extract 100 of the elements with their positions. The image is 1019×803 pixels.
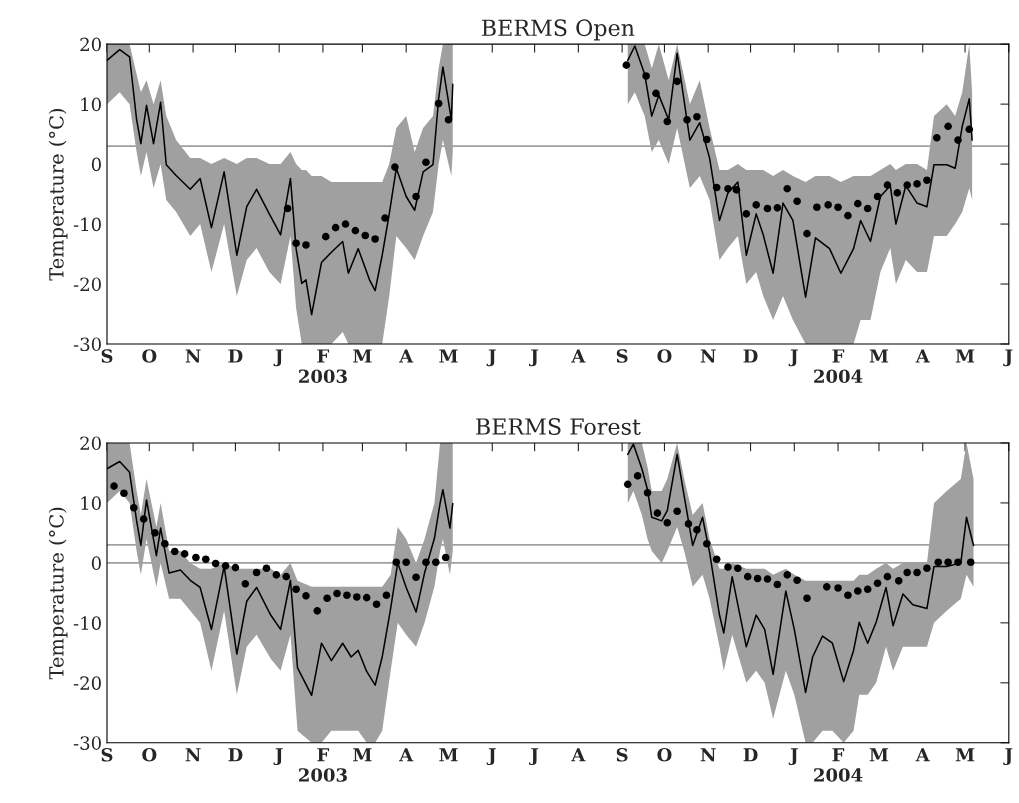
point bbox=[763, 575, 772, 583]
point bbox=[724, 563, 732, 571]
point bbox=[883, 572, 892, 581]
point bbox=[793, 197, 801, 206]
x-tick-label: J bbox=[529, 349, 539, 367]
point bbox=[372, 600, 381, 609]
point bbox=[683, 115, 691, 124]
y-tick-label: -20 bbox=[73, 676, 101, 690]
y-tick-label: -30 bbox=[73, 337, 101, 352]
x-tick-label: M bbox=[869, 748, 889, 762]
point bbox=[803, 229, 811, 238]
point bbox=[673, 507, 681, 516]
x-tick-label: F 2004 bbox=[814, 349, 863, 384]
point bbox=[313, 607, 322, 615]
point bbox=[283, 204, 292, 213]
point bbox=[783, 184, 792, 193]
point bbox=[302, 592, 310, 600]
point bbox=[151, 529, 159, 537]
x-tick-label: O bbox=[142, 349, 157, 363]
x-tick-label: D bbox=[228, 349, 243, 363]
point bbox=[361, 231, 370, 240]
point bbox=[913, 568, 921, 577]
point bbox=[693, 112, 701, 121]
point bbox=[422, 558, 430, 567]
x-tick-label: F 2003 bbox=[299, 349, 347, 384]
point bbox=[944, 122, 952, 131]
point bbox=[201, 555, 210, 564]
point bbox=[863, 204, 872, 213]
point bbox=[653, 509, 662, 517]
x-tick-label: J bbox=[1003, 748, 1013, 766]
x-tick-label: M bbox=[955, 349, 975, 363]
point bbox=[822, 583, 831, 591]
point bbox=[381, 214, 389, 222]
point bbox=[302, 241, 310, 249]
point bbox=[954, 558, 962, 567]
point bbox=[732, 186, 741, 194]
point bbox=[873, 192, 882, 201]
point bbox=[753, 574, 762, 583]
point bbox=[192, 553, 200, 562]
x-tick-label: J bbox=[1003, 349, 1013, 367]
point bbox=[702, 539, 711, 548]
point bbox=[252, 568, 261, 577]
point bbox=[321, 232, 330, 241]
point bbox=[633, 472, 642, 480]
point bbox=[663, 117, 672, 126]
point bbox=[622, 61, 631, 69]
point bbox=[663, 518, 672, 527]
x-tick-label: D bbox=[743, 748, 758, 762]
point bbox=[221, 562, 230, 570]
x-tick-label: M bbox=[439, 349, 458, 363]
point bbox=[262, 564, 271, 573]
x-tick-label: M bbox=[353, 349, 372, 363]
point bbox=[392, 558, 401, 567]
point bbox=[371, 235, 379, 243]
x-tick-label: J bbox=[529, 748, 539, 766]
x-tick-label: M bbox=[353, 748, 372, 762]
point bbox=[712, 183, 721, 192]
point bbox=[444, 115, 453, 124]
point bbox=[684, 520, 693, 528]
point bbox=[854, 587, 862, 595]
y-tick-label: -10 bbox=[73, 217, 101, 232]
point bbox=[422, 158, 430, 167]
x-tick-label: O bbox=[657, 349, 672, 363]
x-tick-label: J bbox=[486, 349, 496, 367]
point bbox=[813, 203, 821, 212]
y-tick-label: -30 bbox=[73, 736, 101, 750]
x-tick-label: J bbox=[273, 349, 283, 367]
point bbox=[834, 584, 842, 592]
point bbox=[432, 558, 440, 567]
point bbox=[934, 558, 943, 567]
point bbox=[241, 580, 250, 588]
y-tick-label: 10 bbox=[81, 97, 101, 112]
point bbox=[643, 488, 652, 497]
point bbox=[752, 201, 760, 209]
point bbox=[763, 204, 772, 213]
x-tick-label: S bbox=[101, 349, 113, 363]
point bbox=[894, 577, 903, 585]
point bbox=[693, 526, 701, 534]
y-tick-label: 0 bbox=[91, 157, 101, 172]
point bbox=[351, 226, 360, 235]
point bbox=[966, 558, 975, 567]
x-tick-label: F 2004 bbox=[814, 748, 863, 782]
point bbox=[652, 89, 660, 98]
point bbox=[854, 199, 862, 208]
x-tick-label: F 2003 bbox=[299, 748, 347, 782]
point bbox=[331, 223, 340, 232]
point bbox=[773, 204, 782, 212]
point bbox=[734, 564, 742, 573]
point bbox=[362, 593, 371, 602]
point bbox=[954, 136, 962, 144]
point bbox=[803, 594, 811, 603]
x-tick-label: O bbox=[657, 747, 672, 762]
chart-title: BERMS Open bbox=[482, 19, 635, 41]
point bbox=[333, 589, 341, 598]
x-tick-label: D bbox=[228, 748, 243, 762]
x-tick-label: A bbox=[399, 349, 414, 363]
point bbox=[883, 181, 892, 189]
x-tick-label: A bbox=[915, 748, 930, 762]
x-tick-label: N bbox=[700, 349, 716, 363]
point bbox=[412, 192, 420, 201]
